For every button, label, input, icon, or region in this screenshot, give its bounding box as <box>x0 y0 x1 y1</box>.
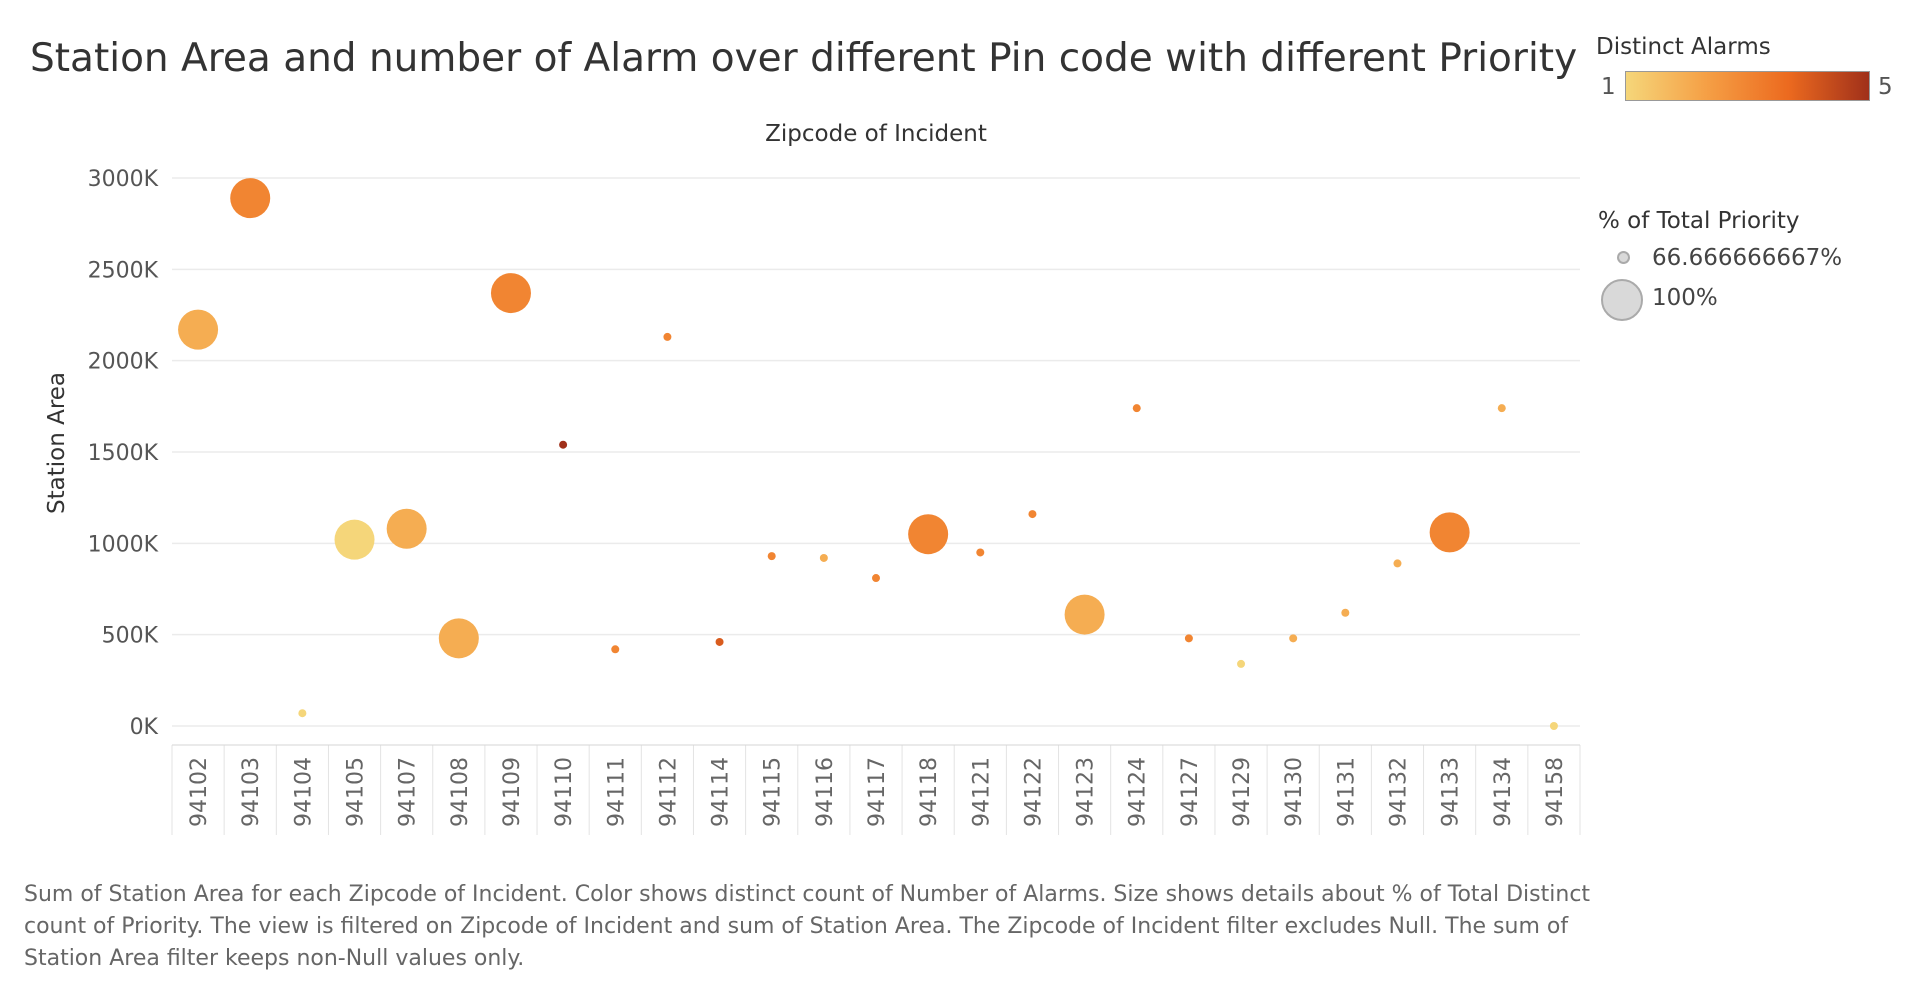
x-tick-label: 94127 <box>1178 757 1203 827</box>
data-point-94127 <box>1184 634 1193 643</box>
y-tick-label: 2500K <box>88 258 159 283</box>
data-point-94103 <box>230 178 271 219</box>
x-tick-label: 94118 <box>917 757 942 827</box>
data-point-94124 <box>1132 404 1141 413</box>
y-tick-label: 0K <box>130 715 159 740</box>
data-point-94131 <box>1341 608 1350 617</box>
x-tick-label: 94111 <box>604 757 629 827</box>
data-point-94115 <box>767 552 776 561</box>
data-point-94102 <box>178 309 219 350</box>
data-point-94158 <box>1549 722 1558 730</box>
x-tick-label: 94108 <box>448 757 473 827</box>
y-tick-label: 1000K <box>88 532 159 557</box>
color-legend-gradient <box>1625 71 1870 101</box>
data-point-94130 <box>1289 634 1298 643</box>
x-tick-label: 94132 <box>1386 757 1411 827</box>
data-point-94110 <box>559 440 568 449</box>
y-tick-label: 500K <box>102 624 159 649</box>
x-tick-label: 94105 <box>344 757 369 827</box>
size-legend-small-label: 66.666666667% <box>1652 245 1843 271</box>
x-tick-label: 94104 <box>291 757 316 827</box>
chart-title: Station Area and number of Alarm over di… <box>30 36 1578 81</box>
data-point-94116 <box>819 553 828 562</box>
x-tick-label: 94131 <box>1334 757 1359 827</box>
data-point-94129 <box>1237 659 1246 668</box>
gridlines <box>172 177 1580 727</box>
chart-caption: Sum of Station Area for each Zipcode of … <box>24 882 1591 971</box>
color-legend-min-label: 1 <box>1601 74 1616 100</box>
data-point-94118 <box>908 514 949 555</box>
data-point-94112 <box>663 332 672 341</box>
x-tick-label: 94117 <box>865 757 890 827</box>
x-tick-label: 94110 <box>552 757 577 827</box>
x-tick-label: 94158 <box>1543 757 1568 827</box>
x-axis-title: Zipcode of Incident <box>765 121 987 147</box>
x-tick-label: 94107 <box>396 757 421 827</box>
data-point-94114 <box>715 637 724 646</box>
y-tick-label: 1500K <box>88 441 159 466</box>
data-point-94117 <box>872 574 880 583</box>
color-legend-max-label: 5 <box>1878 74 1893 100</box>
data-point-94133 <box>1429 512 1470 553</box>
size-legend-large-label: 100% <box>1652 285 1718 311</box>
x-tick-label: 94129 <box>1230 757 1255 827</box>
x-tick-label: 94122 <box>1021 757 1046 827</box>
y-tick-label: 2000K <box>88 350 159 375</box>
data-point-94132 <box>1393 559 1402 568</box>
y-axis-title: Station Area <box>44 372 70 514</box>
color-legend-title: Distinct Alarms <box>1596 34 1771 60</box>
size-legend-large-dot <box>1601 279 1643 321</box>
data-point-94107 <box>386 508 427 549</box>
x-tick-label: 94103 <box>239 757 264 827</box>
x-tick-label: 94114 <box>709 757 734 827</box>
data-points <box>178 178 1558 730</box>
x-tick-label: 94102 <box>187 757 212 827</box>
x-tick-label: 94123 <box>1074 757 1099 827</box>
data-point-94105 <box>334 519 375 560</box>
y-axis-ticks: 0K 500K 1000K 1500K 2000K 2500K 3000K <box>88 167 159 740</box>
data-point-94108 <box>438 618 479 659</box>
data-point-94109 <box>490 273 531 314</box>
x-tick-label: 94133 <box>1439 757 1464 827</box>
x-axis-ticks: 94102 94103 94104 94105 94107 94108 94109 94110… <box>171 744 1581 835</box>
x-tick-label: 94115 <box>761 757 786 827</box>
size-legend-small-dot <box>1617 251 1630 264</box>
data-point-94134 <box>1497 404 1506 413</box>
x-tick-label: 94112 <box>656 757 681 827</box>
size-legend-title: % of Total Priority <box>1598 208 1800 234</box>
data-point-94121 <box>976 548 985 557</box>
data-point-94111 <box>611 645 620 654</box>
x-tick-label: 94121 <box>969 757 994 827</box>
data-point-94104 <box>298 709 307 718</box>
x-tick-label: 94116 <box>813 757 838 827</box>
data-point-94122 <box>1028 510 1037 519</box>
x-tick-label: 94109 <box>500 757 525 827</box>
data-point-94123 <box>1064 594 1105 635</box>
y-tick-label: 3000K <box>88 167 159 192</box>
x-tick-label: 94134 <box>1491 757 1516 827</box>
x-tick-label: 94130 <box>1282 757 1307 827</box>
x-tick-label: 94124 <box>1126 757 1151 827</box>
